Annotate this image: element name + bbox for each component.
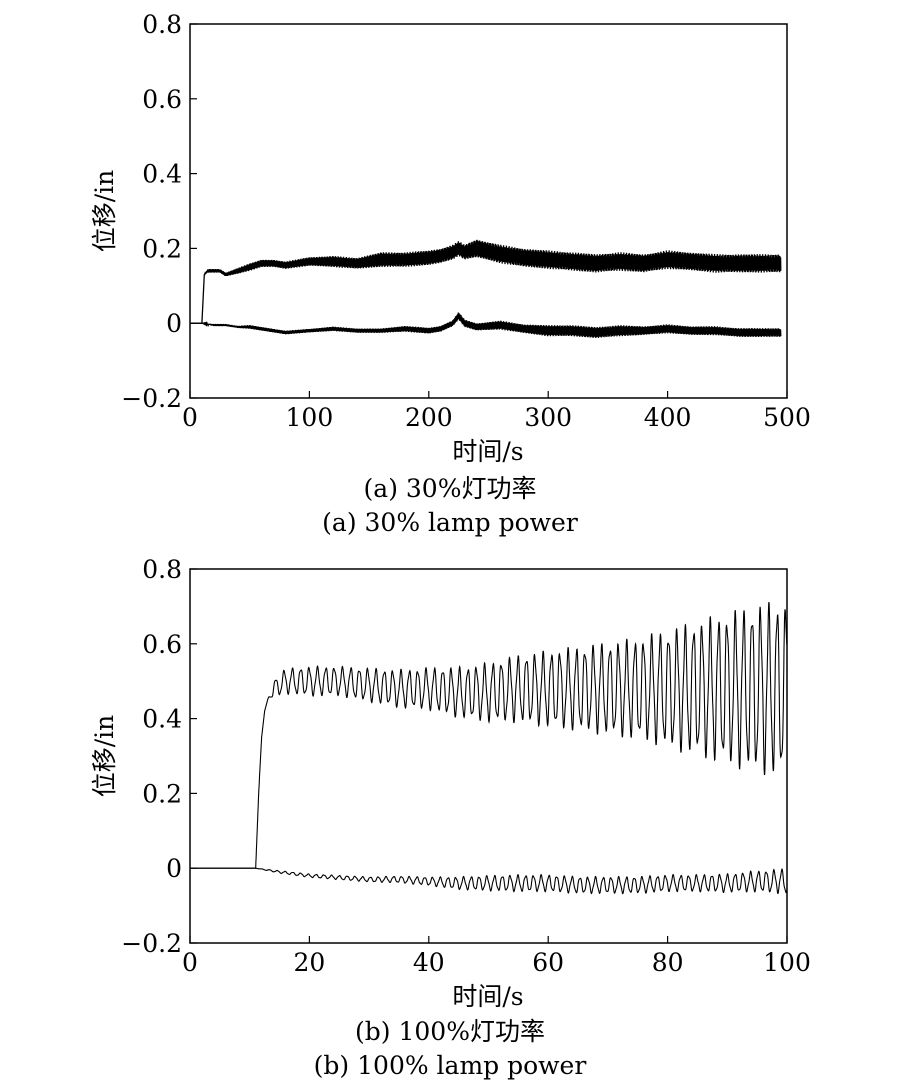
y-tick-label: 0.6 [142,85,182,114]
y-tick-label: 0.4 [142,705,182,734]
chart-a-xlabel: 时间/s [452,437,523,466]
y-tick-label: 0 [166,309,182,338]
x-tick-label: 0 [182,948,198,977]
chart-a-frame [189,23,788,399]
series-2-line [190,867,788,895]
chart-b-caption-zh: (b) 100%灯功率 [355,1017,545,1046]
series-1-line [190,239,782,324]
chart-a-ticks: 0 100 200 300 400 500−0.200.20.40.60.8 [121,10,811,432]
series-1-line [190,601,788,869]
chart-b-svg: 0 20 40 60 80 100−0.200.20.40.60.8 时间/s 位移/in [90,555,811,1011]
x-tick-label: 100 [763,948,811,977]
chart-a-marks [190,239,782,339]
y-tick-label: −0.2 [121,384,182,413]
x-tick-label: 20 [293,948,325,977]
chart-b-frame [189,568,788,944]
y-tick-label: 0.2 [142,234,182,263]
x-tick-label: 0 [182,403,198,432]
chart-b-xlabel: 时间/s [452,982,523,1011]
x-tick-label: 300 [524,403,572,432]
x-tick-label: 60 [532,948,564,977]
y-tick-label: 0.8 [142,10,182,39]
chart-b-ylabel: 位移/in [90,715,119,798]
x-tick-label: 40 [413,948,445,977]
y-tick-label: 0 [166,854,182,883]
chart-a-caption-zh: (a) 30%灯功率 [363,474,537,503]
series-2-line [190,312,782,339]
chart-panel-a: 0 100 200 300 400 500 −0.2 0 0.2 0.4 0.6 0.8 时间/s 位… [90,10,811,537]
chart-a-caption-en: (a) 30% lamp power [322,508,578,537]
x-tick-label: 80 [652,948,684,977]
x-tick-label: 100 [286,403,334,432]
chart-b-caption-en: (b) 100% lamp power [313,1051,587,1080]
chart-b-marks [190,601,788,895]
y-tick-label: 0.2 [142,779,182,808]
chart-panel-b: 0 20 40 60 80 100 −0.2 0 0.2 0.4 0.6 0.8 时间/s 位移/in… [0,545,900,1088]
y-tick-label: −0.2 [121,929,182,958]
chart-a-ylabel: 位移/in [90,170,119,253]
x-tick-label: 500 [763,403,811,432]
y-tick-label: 0.6 [142,630,182,659]
chart-b-ticks: 0 20 40 60 80 100−0.200.20.40.60.8 [121,555,811,977]
y-tick-label: 0.8 [142,555,182,584]
x-tick-label: 200 [405,403,453,432]
x-tick-label: 400 [644,403,692,432]
y-tick-label: 0.4 [142,160,182,189]
chart-a-svg: 0 100 200 300 400 500−0.200.20.40.60.8 时间/s 位… [90,10,811,466]
